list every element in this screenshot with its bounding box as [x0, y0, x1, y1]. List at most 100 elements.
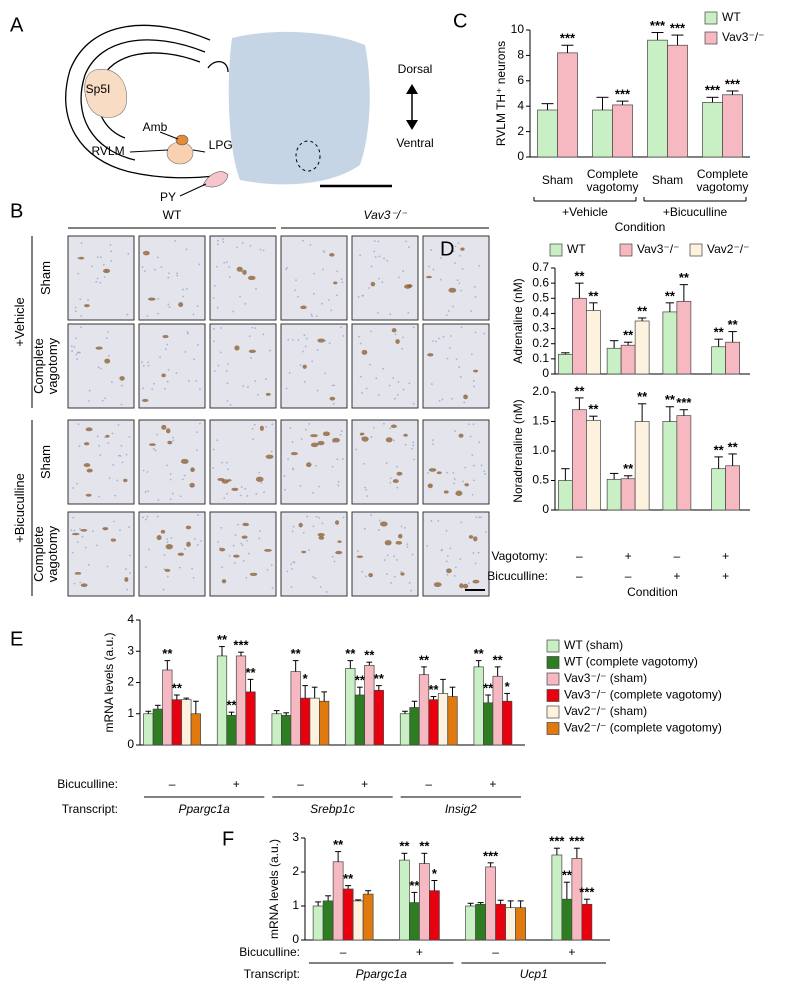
bar — [606, 478, 622, 511]
y-tick-label: 0.7 — [532, 260, 549, 274]
nucleus — [108, 477, 111, 480]
nucleus — [141, 516, 144, 519]
significance: ** — [623, 461, 634, 476]
nucleus — [302, 531, 305, 534]
nucleus — [355, 448, 358, 451]
error-bar — [726, 90, 739, 95]
nucleus — [116, 479, 119, 482]
significance: *** — [650, 18, 666, 33]
outline — [207, 61, 229, 73]
legend-label: Vav2⁻/⁻ (complete vagotomy) — [564, 721, 722, 735]
nucleus — [77, 257, 79, 259]
nucleus — [483, 332, 486, 335]
th-neuron — [472, 579, 480, 584]
error-bar — [616, 100, 629, 105]
error-bar — [440, 678, 446, 694]
th-neuron — [337, 540, 342, 543]
row-label: Bicuculline: — [239, 945, 300, 959]
legend-label: WT (complete vagotomy) — [564, 655, 698, 669]
genotype-label: WT — [163, 208, 182, 222]
significance: ** — [714, 442, 725, 457]
nucleus — [336, 458, 339, 461]
th-neuron — [217, 477, 225, 481]
row-value: – — [340, 945, 347, 959]
th-neuron — [290, 451, 298, 456]
nucleus — [157, 312, 159, 315]
nucleus — [473, 464, 475, 467]
nucleus — [96, 277, 99, 280]
nucleus — [316, 389, 319, 392]
th-neuron — [219, 547, 226, 552]
th-neuron — [180, 458, 189, 464]
bar — [399, 859, 410, 941]
th-neuron — [80, 583, 88, 588]
brainstem-schematic — [65, 24, 229, 197]
significance: ** — [623, 328, 634, 343]
nucleus — [80, 242, 83, 244]
nucleus — [454, 430, 456, 433]
nucleus — [240, 486, 243, 488]
nucleus — [412, 444, 415, 447]
y-tick-label: 1 — [127, 706, 134, 720]
nucleus — [250, 357, 252, 359]
th-neuron — [265, 392, 271, 396]
y-axis-label: Noradrenaline (nM) — [511, 399, 525, 502]
th-neuron — [306, 462, 312, 468]
x-tick-label: Complete vagotomy — [586, 166, 639, 194]
legend-swatch — [549, 243, 563, 257]
nucleus — [144, 491, 147, 493]
nucleus — [291, 530, 294, 533]
x-tick-label-group: Sham — [542, 174, 573, 187]
nucleus — [393, 575, 396, 578]
bar — [485, 866, 496, 941]
error-bar — [173, 694, 180, 700]
significance: ** — [291, 646, 302, 661]
nucleus — [321, 522, 324, 525]
nucleus — [438, 337, 440, 340]
treatment-label-box: +Vehicle — [12, 297, 27, 347]
error-bar — [541, 103, 554, 111]
significance: ** — [665, 392, 676, 407]
nucleus — [396, 558, 398, 561]
significance: ** — [574, 269, 585, 284]
error-bar — [671, 34, 684, 46]
bar — [447, 696, 458, 746]
nucleus — [408, 246, 410, 249]
th-neuron — [433, 582, 442, 588]
nucleus — [473, 286, 476, 288]
nucleus — [458, 366, 461, 369]
nucleus — [321, 302, 324, 305]
bar — [322, 900, 334, 941]
legend-label: WT (sham) — [564, 638, 623, 652]
nucleus — [403, 527, 406, 529]
row-label: Complete vagotomy — [30, 337, 60, 395]
nucleus — [241, 242, 244, 244]
y-tick-label: 4 — [517, 98, 524, 112]
th-neuron — [361, 436, 369, 442]
nucleus — [377, 240, 380, 243]
nucleus — [460, 289, 463, 292]
nucleus — [88, 400, 90, 402]
nucleus — [196, 431, 198, 434]
nucleus — [258, 471, 261, 474]
micrograph — [67, 235, 135, 321]
nucleus — [229, 403, 232, 406]
legend-label: Vav3⁻/⁻ (sham) — [564, 671, 647, 685]
th-neuron — [178, 302, 184, 308]
nucleus — [107, 331, 109, 333]
nucleus — [79, 527, 81, 530]
nucleus — [305, 337, 308, 340]
nucleus — [451, 244, 454, 247]
row-label-group: Sham — [38, 261, 53, 295]
bar — [725, 465, 740, 511]
nucleus — [394, 333, 397, 336]
nucleus — [172, 439, 175, 442]
nucleus — [244, 487, 247, 490]
y-tick-label: 2 — [292, 864, 299, 878]
nucleus — [244, 302, 247, 305]
micrograph — [138, 323, 206, 409]
nucleus — [292, 525, 295, 528]
nucleus — [455, 358, 458, 361]
nucleus — [80, 314, 83, 317]
error-bar — [366, 661, 373, 666]
